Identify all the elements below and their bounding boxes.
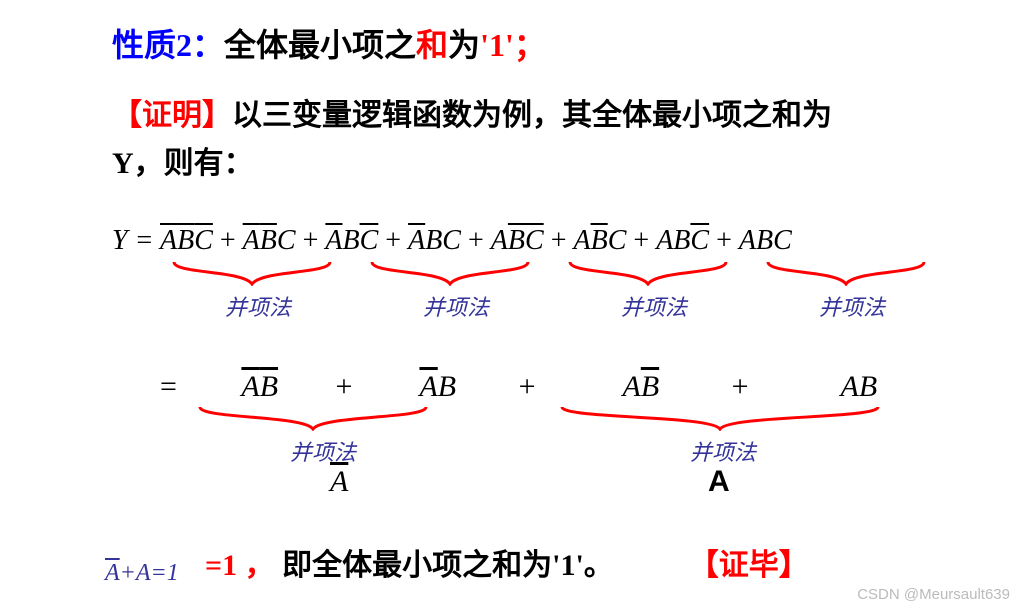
- t5a: A: [573, 225, 590, 256]
- proof-block: 【证明】以三变量逻辑函数为例，其全体最小项之和为 Y，则有：: [112, 92, 832, 188]
- p4: +: [544, 225, 574, 256]
- t7a: A: [739, 225, 756, 256]
- eq1-lhs: Y =: [112, 225, 160, 256]
- concl-txt: 即全体最小项之和为'1'。: [282, 549, 614, 582]
- label-1: 并项法: [225, 290, 291, 322]
- t2c: C: [360, 225, 379, 256]
- label-3: 并项法: [621, 290, 687, 322]
- t2b: B: [342, 225, 359, 256]
- label-6: 并项法: [690, 435, 756, 467]
- s1b: B: [438, 370, 456, 403]
- brace-5: [198, 405, 428, 431]
- s0a: A: [241, 370, 259, 403]
- concl-end: 【证毕】: [689, 549, 809, 582]
- t0a: A: [160, 225, 177, 256]
- brace-1: [172, 260, 332, 286]
- t6c: C: [690, 225, 709, 256]
- brace-3: [568, 260, 728, 286]
- r1v: A: [330, 465, 348, 498]
- t7b: B: [756, 225, 773, 256]
- t6a: A: [656, 225, 673, 256]
- label-2: 并项法: [423, 290, 489, 322]
- p6: +: [709, 225, 739, 256]
- s2a: A: [622, 370, 640, 403]
- pp0: +: [336, 370, 353, 403]
- conclusion: =1 ， 即全体最小项之和为'1'。 【证毕】: [205, 540, 809, 584]
- s2b: B: [641, 370, 659, 403]
- t0b: B: [177, 225, 194, 256]
- s0b: B: [260, 370, 278, 403]
- eq2-eq: =: [160, 370, 177, 403]
- t1c: C: [277, 225, 296, 256]
- t3b: B: [425, 225, 442, 256]
- brace-2: [370, 260, 530, 286]
- t7c: C: [773, 225, 792, 256]
- t1a: A: [243, 225, 260, 256]
- hand-e: =1: [151, 560, 179, 586]
- t4b: B: [508, 225, 525, 256]
- t4c: C: [525, 225, 544, 256]
- p0: +: [213, 225, 243, 256]
- brace-6: [560, 405, 880, 431]
- title-prefix: 性质2：: [112, 27, 224, 63]
- p1: +: [296, 225, 326, 256]
- s3b: B: [859, 370, 877, 403]
- t2a: A: [325, 225, 342, 256]
- t5b: B: [591, 225, 608, 256]
- handwritten-note: A+A=1: [105, 560, 179, 587]
- t4a: A: [491, 225, 508, 256]
- title-red: 和: [416, 27, 448, 63]
- equation-line2: = AB + AB + AB + AB: [160, 370, 877, 404]
- hand-p: +: [120, 560, 136, 586]
- page-title: 性质2：全体最小项之和为'1'；: [112, 20, 546, 66]
- pp2: +: [732, 370, 749, 403]
- label-4: 并项法: [819, 290, 885, 322]
- brace-4: [766, 260, 926, 286]
- p2: +: [378, 225, 408, 256]
- title-mid2: 为: [448, 27, 480, 63]
- s3a: A: [841, 370, 859, 403]
- label-5: 并项法: [290, 435, 356, 467]
- watermark: CSDN @Meursault639: [857, 586, 1010, 603]
- t6b: B: [673, 225, 690, 256]
- t5c: C: [608, 225, 627, 256]
- p3: +: [461, 225, 491, 256]
- proof-body1: 以三变量逻辑函数为例，其全体最小项之和为: [232, 99, 832, 132]
- title-end: '1'；: [480, 27, 546, 63]
- t0c: C: [194, 225, 213, 256]
- result-a: A: [708, 465, 730, 499]
- equation-line1: Y = ABC + ABC + ABC + ABC + ABC + ABC + …: [112, 225, 792, 257]
- proof-body2: Y，则有：: [112, 147, 254, 180]
- s1a: A: [419, 370, 437, 403]
- t3c: C: [442, 225, 461, 256]
- title-mid1: 全体最小项之: [224, 27, 416, 63]
- concl-eq: =1 ，: [205, 549, 275, 582]
- p5: +: [626, 225, 656, 256]
- t1b: B: [260, 225, 277, 256]
- pp1: +: [519, 370, 536, 403]
- proof-tag: 【证明】: [112, 99, 232, 132]
- hand-b: A: [136, 560, 151, 586]
- result-abar: A: [330, 465, 348, 499]
- t3a: A: [408, 225, 425, 256]
- hand-a: A: [105, 560, 120, 586]
